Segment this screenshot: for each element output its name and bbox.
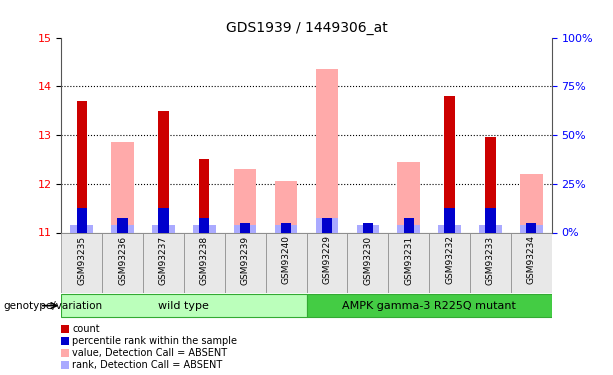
FancyBboxPatch shape [61, 294, 306, 317]
Text: GSM93237: GSM93237 [159, 236, 168, 285]
Text: GSM93234: GSM93234 [527, 236, 536, 285]
Title: GDS1939 / 1449306_at: GDS1939 / 1449306_at [226, 21, 387, 35]
Bar [485, 138, 495, 232]
Text: GSM93229: GSM93229 [322, 236, 332, 285]
Bar [363, 225, 373, 232]
Bar [158, 111, 169, 232]
Bar [275, 225, 297, 232]
FancyBboxPatch shape [184, 232, 225, 292]
Text: genotype/variation: genotype/variation [3, 301, 102, 310]
Bar [199, 159, 210, 232]
Bar [118, 218, 128, 232]
FancyBboxPatch shape [143, 232, 184, 292]
Bar [77, 101, 87, 232]
Text: GSM93230: GSM93230 [364, 236, 372, 285]
FancyBboxPatch shape [429, 232, 470, 292]
Bar [70, 225, 93, 232]
Bar [275, 181, 297, 232]
Bar [526, 223, 536, 232]
FancyBboxPatch shape [511, 232, 552, 292]
Bar [485, 208, 495, 232]
Bar [322, 218, 332, 232]
Text: GSM93239: GSM93239 [241, 236, 249, 285]
Text: GSM93235: GSM93235 [77, 236, 86, 285]
Bar [444, 208, 455, 232]
Bar [199, 218, 210, 232]
Text: value, Detection Call = ABSENT: value, Detection Call = ABSENT [72, 348, 227, 358]
Bar [158, 208, 169, 232]
Text: GSM93231: GSM93231 [404, 236, 413, 285]
Text: percentile rank within the sample: percentile rank within the sample [72, 336, 237, 346]
Bar [520, 174, 543, 232]
Bar [112, 142, 134, 232]
FancyBboxPatch shape [102, 232, 143, 292]
FancyBboxPatch shape [225, 232, 265, 292]
Bar [240, 223, 250, 232]
FancyBboxPatch shape [306, 232, 348, 292]
FancyBboxPatch shape [61, 232, 102, 292]
Bar [444, 96, 455, 232]
Text: wild type: wild type [159, 301, 209, 310]
Text: GSM93240: GSM93240 [281, 236, 291, 285]
Bar [479, 225, 501, 232]
Bar [112, 225, 134, 232]
Text: rank, Detection Call = ABSENT: rank, Detection Call = ABSENT [72, 360, 223, 370]
Bar [152, 225, 175, 232]
FancyBboxPatch shape [348, 232, 388, 292]
Bar [316, 218, 338, 232]
Bar [397, 225, 420, 232]
Bar [234, 169, 256, 232]
Text: GSM93232: GSM93232 [445, 236, 454, 285]
Bar [363, 223, 373, 232]
Bar [357, 225, 379, 232]
FancyBboxPatch shape [470, 232, 511, 292]
FancyBboxPatch shape [306, 294, 552, 317]
Bar [234, 225, 256, 232]
Bar [520, 225, 543, 232]
Bar [316, 69, 338, 232]
Bar [193, 225, 216, 232]
Bar [281, 223, 291, 232]
Bar [397, 162, 420, 232]
Bar [77, 208, 87, 232]
Bar [438, 225, 461, 232]
FancyBboxPatch shape [388, 232, 429, 292]
Text: AMPK gamma-3 R225Q mutant: AMPK gamma-3 R225Q mutant [342, 301, 516, 310]
FancyBboxPatch shape [265, 232, 306, 292]
Text: GSM93238: GSM93238 [200, 236, 209, 285]
Text: GSM93236: GSM93236 [118, 236, 127, 285]
Bar [403, 218, 414, 232]
Text: GSM93233: GSM93233 [486, 236, 495, 285]
Text: count: count [72, 324, 100, 334]
